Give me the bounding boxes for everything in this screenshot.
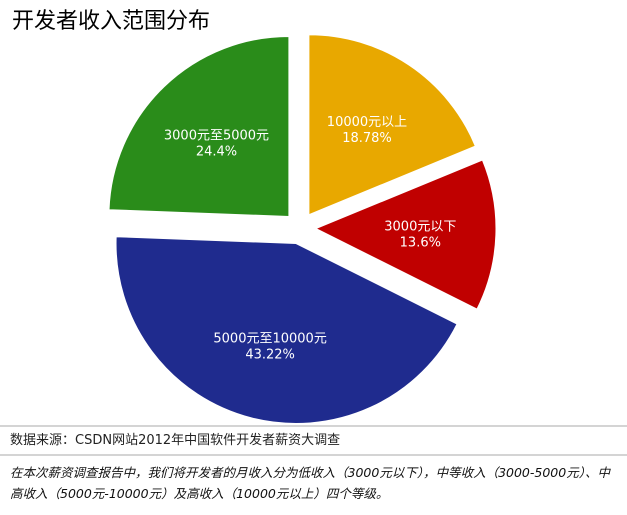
pie-slice [108, 35, 290, 217]
note: 在本次薪资调查报告中，我们将开发者的月收入分为低收入（3000元以下），中等收入… [10, 465, 610, 501]
source: 数据来源：CSDN网站2012年中国软件开发者薪资大调查 [10, 432, 340, 448]
chart-title: 开发者收入范围分布 [12, 9, 210, 34]
slice-value: 24.4% [196, 144, 237, 159]
slice-category: 5000元至10000元 [213, 332, 326, 347]
pie-slice [308, 34, 476, 216]
slice-value: 13.6% [400, 235, 441, 250]
pie-slice [314, 159, 497, 310]
slice-category: 3000元以下 [384, 219, 456, 234]
pie-slice [115, 236, 458, 424]
slice-category: 10000元以上 [327, 115, 407, 130]
slice-category: 3000元至5000元 [164, 128, 269, 143]
slice-value: 18.78% [342, 131, 392, 146]
slice-value: 43.22% [245, 348, 295, 363]
